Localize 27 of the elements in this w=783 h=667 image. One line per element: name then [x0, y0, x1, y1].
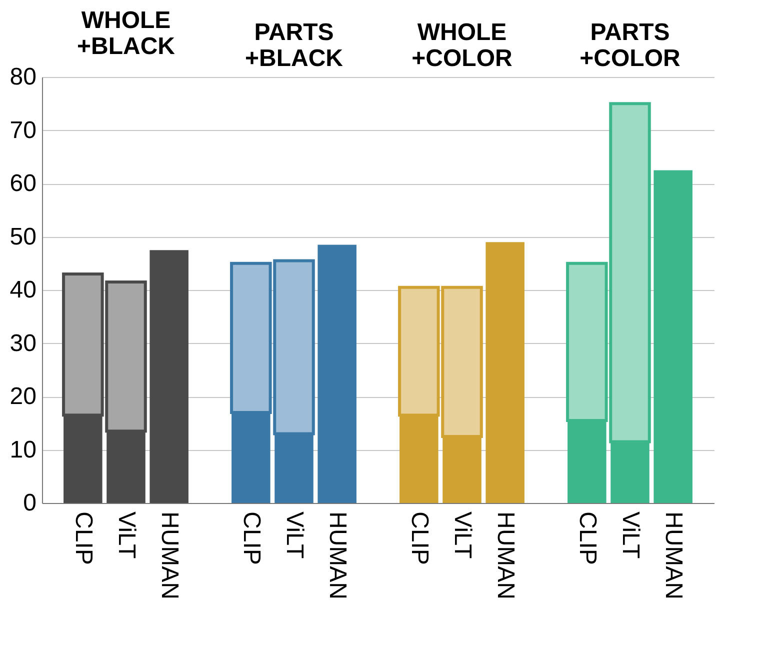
x-tick-label: CLIP: [70, 512, 97, 565]
y-tick-label: 70: [10, 116, 36, 144]
y-tick-label: 80: [10, 64, 36, 90]
x-tick-label: ViLT: [113, 512, 140, 559]
x-tick-label: CLIP: [574, 512, 601, 565]
chart-title: PARTS +BLACK: [244, 19, 344, 72]
x-tick-label: ViLT: [281, 512, 308, 559]
x-tick-label: HUMAN: [660, 512, 688, 600]
chart-title: WHOLE +BLACK: [76, 7, 176, 60]
y-tick-label: 10: [10, 436, 36, 464]
x-tick-label: CLIP: [238, 512, 265, 565]
y-tick-label: 40: [10, 276, 36, 304]
x-tick-label: ViLT: [449, 512, 476, 559]
x-tick-label: ViLT: [617, 512, 644, 559]
y-tick-label: 60: [10, 170, 36, 197]
y-tick-label: 20: [10, 383, 36, 410]
chart-title: PARTS +COLOR: [580, 19, 680, 72]
x-tick-label: HUMAN: [324, 512, 352, 600]
y-tick-label: 0: [23, 490, 36, 516]
chart-title: WHOLE +COLOR: [412, 19, 512, 72]
x-tick-label: HUMAN: [156, 512, 184, 600]
y-tick-label: 50: [10, 223, 36, 250]
y-tick-label: 30: [10, 330, 36, 357]
x-tick-label: HUMAN: [492, 512, 520, 600]
bar: [150, 250, 188, 503]
bar: [318, 244, 356, 503]
x-tick-label: CLIP: [406, 512, 433, 565]
